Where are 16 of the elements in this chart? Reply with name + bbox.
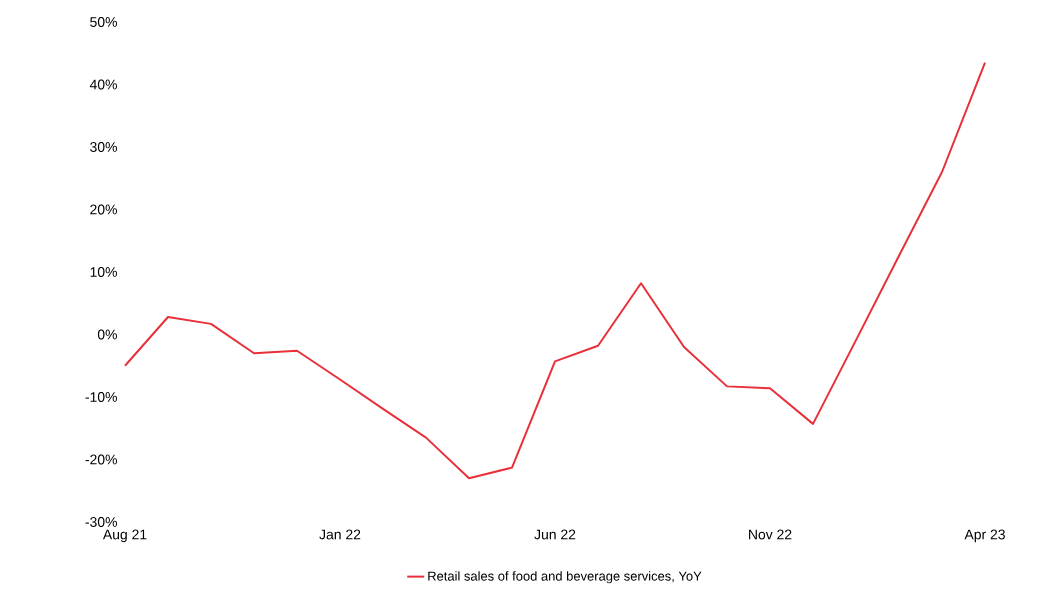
y-tick-label: 0% <box>97 329 117 340</box>
y-tick-label: -20% <box>85 454 117 465</box>
y-tick-label: 30% <box>90 142 117 152</box>
x-tick-label: Apr 23 <box>964 529 1005 543</box>
x-tick-label: Aug 21 <box>102 529 147 543</box>
x-tick-label: Nov 22 <box>749 529 792 540</box>
x-tick-label: Jan 22 <box>319 529 361 540</box>
y-tick-label: -10% <box>85 392 117 402</box>
y-tick-label: 20% <box>90 204 117 215</box>
x-tick-label: Jun 22 <box>534 529 576 540</box>
y-tick-label: 40% <box>89 79 117 90</box>
y-tick-label: 10% <box>90 267 117 277</box>
y-tick-label: -30% <box>85 517 117 527</box>
line-series <box>124 61 987 480</box>
legend-label: Retail sales of food and beverage services, YoY <box>428 571 702 584</box>
y-tick-label: 50% <box>90 17 117 27</box>
